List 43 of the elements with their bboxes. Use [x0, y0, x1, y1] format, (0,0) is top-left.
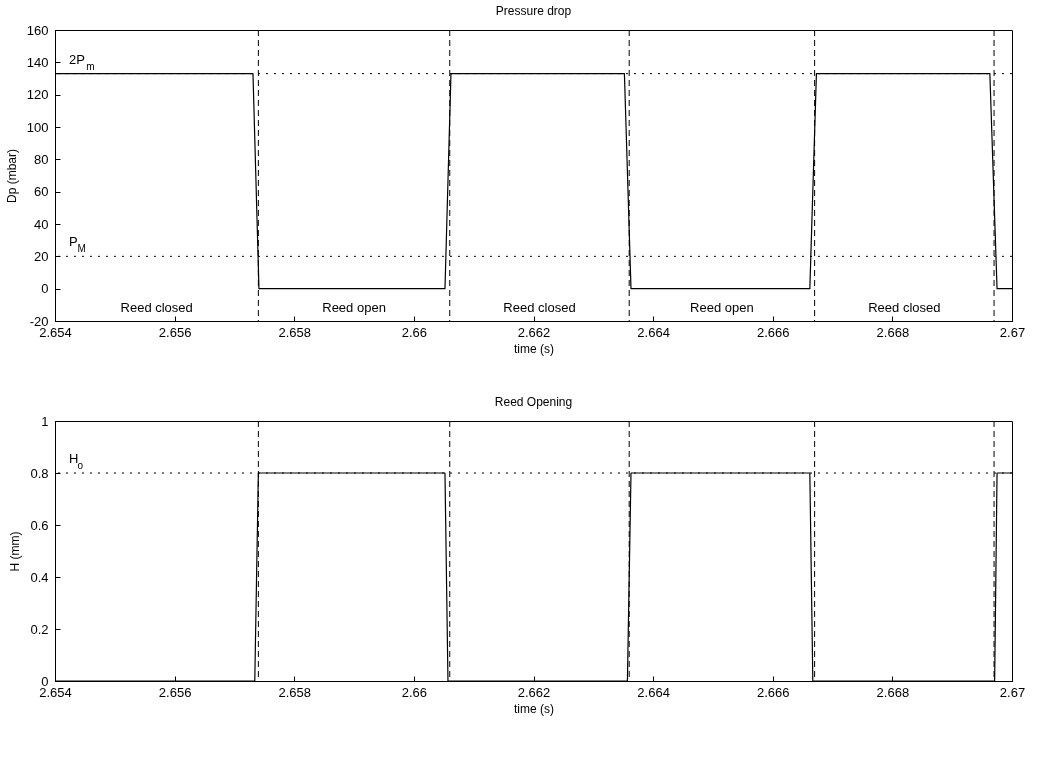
x-tick-label: 2.66 — [401, 324, 428, 340]
x-tick-label: 2.658 — [278, 324, 312, 340]
annotation: Reed closed — [503, 300, 576, 315]
annotation: Reed open — [322, 300, 386, 315]
y-tick-label: 0 — [41, 281, 49, 297]
annotation: Reed closed — [120, 300, 193, 315]
x-tick-label: 2.67 — [999, 684, 1026, 700]
x-tick-label: 2.664 — [637, 324, 670, 340]
x-tick-label: 2.664 — [637, 684, 670, 700]
x-tick-label: 2.662 — [517, 324, 551, 340]
x-axis-title: time (s) — [514, 341, 554, 356]
x-tick-label: 2.666 — [756, 684, 790, 700]
y-tick-label: 120 — [26, 87, 49, 103]
chart-title: Reed Opening — [494, 395, 573, 409]
y-tick-label: 0.8 — [30, 465, 49, 481]
y-tick-label: 60 — [34, 184, 49, 200]
y-tick-label: 0 — [41, 673, 49, 689]
x-tick-label: 2.662 — [517, 684, 551, 700]
y-tick-label: 80 — [34, 151, 49, 167]
y-tick-label: 160 — [26, 22, 49, 38]
y-axis-title: Dp (mbar) — [4, 148, 19, 204]
y-tick-label: 1 — [41, 413, 49, 429]
y-tick-label: 0.4 — [30, 569, 49, 585]
x-tick-label: 2.67 — [999, 324, 1026, 340]
x-tick-label: 2.66 — [401, 684, 428, 700]
y-tick-label: 0.2 — [30, 621, 49, 637]
y-axis-title: H (mm) — [8, 531, 23, 572]
y-tick-label: 100 — [26, 119, 49, 135]
x-axis-title: time (s) — [514, 701, 554, 716]
x-tick-label: 2.656 — [158, 684, 192, 700]
y-tick-label: -20 — [29, 313, 49, 329]
y-tick-label: 140 — [26, 54, 49, 70]
x-tick-label: 2.658 — [278, 684, 312, 700]
y-tick-label: 20 — [34, 248, 49, 264]
x-tick-label: 2.656 — [158, 324, 192, 340]
y-tick-label: 40 — [34, 216, 49, 232]
x-tick-label: 2.666 — [756, 324, 790, 340]
annotation: Reed closed — [868, 300, 941, 315]
x-tick-label: 2.668 — [876, 324, 910, 340]
annotation: Reed open — [690, 300, 754, 315]
x-tick-label: 2.668 — [876, 684, 910, 700]
y-tick-label: 0.6 — [30, 517, 49, 533]
chart-title: Pressure drop — [495, 4, 572, 18]
